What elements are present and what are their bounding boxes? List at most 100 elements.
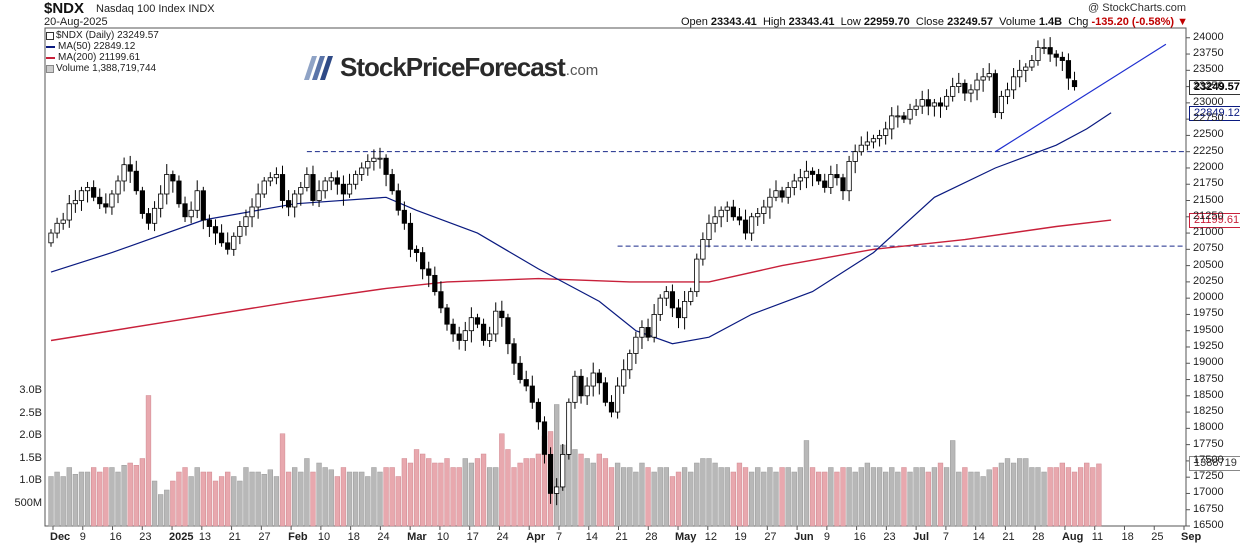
y-tick-label: 19750 [1193,307,1224,320]
volume-bar [426,458,432,527]
y-tick-label: 23750 [1193,47,1224,60]
candle-body [365,161,371,169]
volume-bar [572,449,578,527]
volume-bar [237,480,243,527]
candle-body [998,95,1005,114]
y-tick-label: 19000 [1193,356,1224,369]
volume-bar [943,467,950,527]
candle-body [602,382,609,403]
volume-bar [182,467,188,527]
volume-bar [474,458,481,527]
volume-bar-icon [46,64,54,73]
y-tick-label: 18500 [1193,388,1224,401]
candle-body [328,177,334,182]
x-tick-label: 28 [1032,531,1045,543]
candle-icon [46,31,54,40]
volume-bar [322,467,328,527]
candle-body [694,258,700,293]
volume-bar [285,471,292,527]
candle-body [682,301,688,319]
volume-bar [60,476,66,527]
candle-body [493,310,499,335]
volume-tick-label: 1.5B [19,451,42,464]
y-tick-label: 22750 [1193,112,1224,125]
legend-ma50: MA(50) 22849.12 [58,41,136,52]
volume-bar [779,467,785,527]
candle-body [237,226,243,237]
chg-value: -135.20 (-0.58%) [1091,16,1175,28]
candle-body [389,174,395,192]
volume-bar [200,471,206,527]
volume-bar [596,453,602,527]
volume-bar [151,480,158,527]
volume-tick-label: 3.0B [19,384,42,396]
candle-body [66,203,72,221]
candle-body [755,213,761,218]
volume-bar [249,471,255,527]
close-price-tag: 23249.57 [1189,79,1240,95]
volume-bar [401,458,408,527]
y-tick-label: 17500 [1193,453,1224,466]
candle-body [840,177,846,192]
candle-body [487,333,493,341]
volume-bar [950,440,956,527]
volume-bar [371,467,377,527]
volume-bar [974,471,980,527]
volume-bar [407,462,414,527]
candle-body [206,219,213,227]
volume-bar [992,467,998,527]
candle-body [700,239,706,260]
volume-bar [103,467,109,527]
candle-body [194,190,200,211]
volume-bar [121,465,127,527]
volume-bar [316,462,322,527]
volume-tag: 1388719 [1189,456,1240,472]
volume-bar [523,458,529,527]
volume-bar [66,467,72,527]
volume-bar [748,471,755,527]
candle-body [828,174,834,188]
volume-bar [962,467,968,527]
candle-body [535,401,541,423]
plot-frame [44,27,1187,527]
candle-body [200,190,206,221]
candle-body [255,193,261,208]
volume-bar [292,467,298,527]
volume-bar [139,458,146,527]
candle-body [456,333,462,341]
candle-body [346,183,353,195]
candle-body [736,216,743,221]
y-tick-label: 20500 [1193,258,1224,271]
volume-bar [255,471,261,527]
volume-bar [822,471,828,527]
volume-bar [931,467,938,527]
volume-bar [755,467,761,527]
volume-bar [639,462,645,527]
x-tick-label: Aug [1061,531,1084,543]
legend-ma200-row: MA(200) 21199.61 [46,52,159,63]
candle-body [292,193,298,208]
y-tick-label: 23000 [1193,95,1224,108]
candle-body [78,190,85,201]
volume-bar [206,471,213,527]
candle-body [1023,66,1029,71]
volume-bar [499,433,505,527]
candle-body [450,323,456,335]
candle-body [426,268,432,276]
volume-bar [761,471,767,527]
candle-body [91,187,97,198]
volume-bar [468,462,475,527]
volume-bar [310,471,316,527]
x-tick-label: 17 [466,531,479,543]
y-tick-label: 20750 [1193,242,1224,255]
volume-bar [883,471,889,527]
candle-body [578,375,584,397]
volume-bar [1090,467,1096,527]
legend-ma200: MA(200) 21199.61 [58,52,141,63]
x-tick-label: Apr [526,531,546,543]
candle-body [401,209,407,224]
x-tick-label: Dec [50,531,71,543]
candle-body [785,187,791,198]
volume-bar [279,433,286,527]
